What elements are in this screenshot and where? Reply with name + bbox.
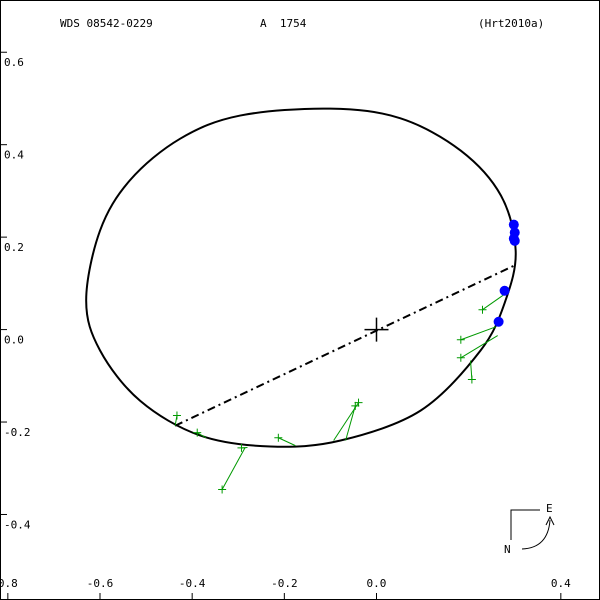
residual-line (196, 432, 207, 439)
x-tick-label: 0.8 (0, 577, 18, 590)
x-tick-label: -0.4 (179, 577, 206, 590)
primary-star (364, 317, 389, 342)
measurement-plus (351, 401, 360, 410)
measurement-plus (237, 443, 246, 452)
x-tick-label: 0.4 (551, 577, 571, 590)
measurement-plus (274, 433, 283, 442)
measurement-plus (456, 335, 465, 344)
x-tick-label: -0.6 (87, 577, 114, 590)
y-tick-label: -0.2 (4, 426, 31, 439)
measurement-plus (172, 411, 181, 420)
measurement-plus (478, 305, 487, 314)
y-tick-label: 0.4 (4, 149, 24, 162)
residual-line (278, 437, 296, 447)
residual-line (460, 335, 498, 359)
orbit-ellipse (85, 107, 517, 448)
compass: E N (504, 502, 555, 556)
residual-line (460, 326, 497, 341)
node-line (174, 264, 516, 427)
measurement-dot (493, 316, 504, 327)
compass-north: N (504, 543, 511, 556)
measurement-dot (509, 235, 520, 246)
measurement-plus (218, 485, 227, 494)
measurement-plus (456, 353, 465, 362)
y-tick-label: 0.6 (4, 56, 24, 69)
measurement-plus (354, 398, 363, 407)
residual-line (345, 405, 356, 441)
y-tick-label: 0.0 (4, 334, 24, 347)
chart-title: WDS 08542-0229 (60, 17, 153, 30)
compass-east: E (546, 502, 553, 515)
compass-arc (521, 519, 551, 550)
reference: (Hrt2010a) (478, 17, 544, 30)
residual-line (221, 447, 246, 490)
compass-arrow (545, 515, 555, 526)
measurement-plus (193, 428, 202, 437)
residual-line (482, 293, 506, 311)
x-tick-label: 0.0 (367, 577, 387, 590)
measurement-plus (467, 375, 476, 384)
measurement-dot (508, 219, 519, 230)
compass-axes (510, 509, 540, 540)
y-tick-label: -0.4 (4, 518, 31, 531)
y-tick-label: 0.2 (4, 241, 24, 254)
measurement-dot (499, 285, 510, 296)
chart-subtitle: A 1754 (260, 17, 307, 30)
x-tick-label: -0.2 (271, 577, 298, 590)
